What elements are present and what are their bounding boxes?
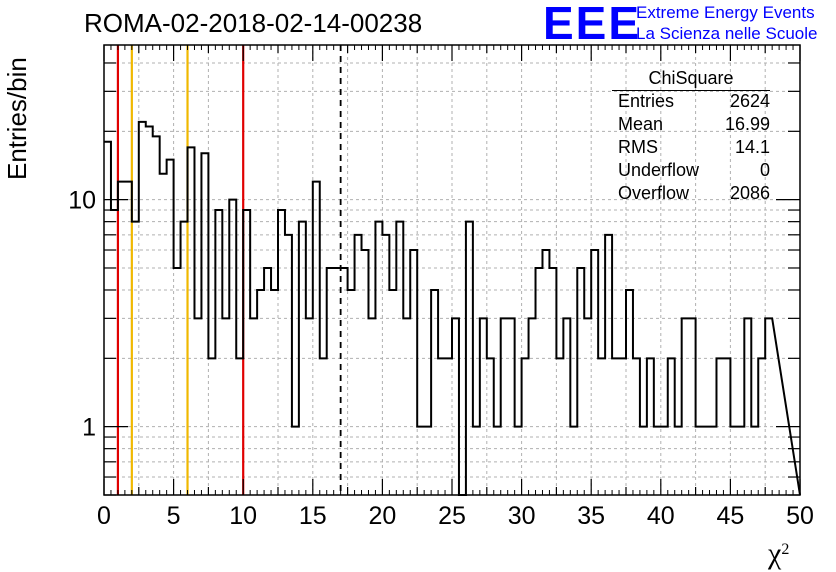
stats-row: Underflow 0 [612, 160, 770, 183]
stats-label: Entries [618, 91, 675, 111]
x-tick-label: 20 [368, 502, 396, 530]
stats-value: 2086 [729, 183, 770, 203]
stats-row: Mean 16.99 [612, 114, 770, 137]
stats-row: RMS 14.1 [612, 137, 770, 160]
x-tick-label: 5 [167, 502, 181, 530]
y-axis-label: Entries/bin [2, 57, 32, 180]
eee-logo: EEE [543, 0, 642, 49]
stats-value: 2624 [729, 91, 770, 111]
y-tick-label: 1 [82, 414, 96, 442]
x-axis-label: χ2 [768, 537, 789, 571]
x-tick-label: 45 [716, 502, 744, 530]
logo-line-2: La Scienza nelle Scuole [636, 24, 818, 43]
axis-ticks [103, 45, 801, 496]
logo-line-1: Extreme Energy Events [636, 3, 815, 22]
x-axis-label-sup: 2 [781, 541, 790, 558]
x-tick-label: 10 [229, 502, 257, 530]
stats-value: 14.1 [734, 137, 770, 157]
reference-lines [116, 45, 342, 495]
stats-row: Entries 2624 [612, 91, 770, 114]
stats-label: RMS [618, 137, 658, 157]
histogram-series [104, 120, 801, 496]
x-tick-label: 35 [577, 502, 605, 530]
x-tick-label: 25 [438, 502, 466, 530]
x-tick-label: 0 [97, 502, 111, 530]
stats-box: ChiSquare Entries 2624 Mean 16.99 RMS 14.1 … [612, 68, 770, 206]
stats-value: 0 [759, 160, 770, 180]
x-tick-label: 40 [647, 502, 675, 530]
y-tick-label: 10 [68, 187, 96, 215]
x-tick-label: 15 [299, 502, 327, 530]
stats-row: Overflow 2086 [612, 183, 770, 206]
x-tick-label: 50 [786, 502, 814, 530]
stats-label: Overflow [618, 183, 690, 203]
stats-value: 16.99 [724, 114, 770, 134]
tick-labels: 0 5 10 15 20 25 30 35 40 45 50 1 10 [68, 187, 814, 530]
x-tick-label: 30 [508, 502, 536, 530]
x-axis-label-base: χ [768, 537, 782, 570]
stats-label: Underflow [618, 160, 700, 180]
stats-title: ChiSquare [612, 68, 770, 91]
stats-label: Mean [618, 114, 664, 134]
chart-title: ROMA-02-2018-02-14-00238 [84, 8, 423, 38]
